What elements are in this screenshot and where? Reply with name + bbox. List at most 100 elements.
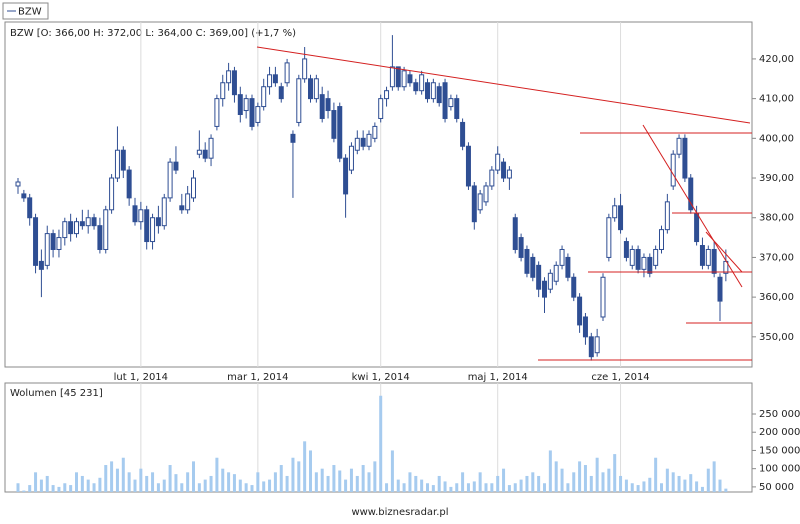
candle-body <box>588 336 594 358</box>
volume-bar <box>57 486 61 492</box>
x-tick-label: cze 1, 2014 <box>591 372 649 383</box>
candle-body <box>389 66 395 88</box>
candle-body <box>296 78 302 123</box>
candle-body <box>114 149 120 179</box>
candle-body <box>676 137 682 155</box>
candle-body <box>132 205 138 223</box>
volume-bar <box>472 481 476 492</box>
candle-body <box>331 110 337 139</box>
volume-bar <box>642 481 646 492</box>
candle-body <box>495 153 501 171</box>
volume-bar <box>86 479 90 492</box>
volume-bar <box>583 465 587 492</box>
candle-body <box>85 217 91 227</box>
volume-bar <box>121 457 125 492</box>
volume-bar <box>490 483 494 492</box>
candle-body <box>237 94 243 116</box>
candle-body <box>682 137 688 179</box>
candle-body <box>144 209 150 243</box>
candle-body <box>185 193 191 211</box>
volume-bar <box>355 475 359 492</box>
candle-body <box>553 264 559 282</box>
volume-bar <box>507 485 511 492</box>
volume-bar <box>279 465 283 492</box>
candle-body <box>325 98 331 112</box>
x-tick-label: kwi 1, 2014 <box>352 372 410 383</box>
candle-body <box>319 94 325 119</box>
candle-body <box>208 137 214 159</box>
y-tick-label: 350,00 <box>759 332 794 343</box>
candle-body <box>126 169 132 199</box>
volume-bar <box>349 468 353 492</box>
candle-body <box>308 78 313 100</box>
volume-bar <box>466 483 470 492</box>
volume-bar <box>320 468 324 492</box>
volume-bar <box>367 472 371 492</box>
volume-bar <box>677 475 681 492</box>
volume-bar <box>221 468 225 492</box>
volume-bar <box>665 468 669 492</box>
trend-line <box>705 231 743 273</box>
volume-bar <box>496 475 500 492</box>
volume-bar <box>426 483 429 492</box>
volume-bar <box>420 479 424 492</box>
candle-body <box>407 74 413 84</box>
volume-bar <box>408 472 412 492</box>
candle-body <box>559 248 565 266</box>
x-tick-label: maj 1, 2014 <box>468 372 528 383</box>
candle-body <box>594 336 600 354</box>
volume-bar <box>560 468 564 492</box>
candle-body <box>284 62 290 84</box>
volume-bar <box>402 483 406 492</box>
candle-body <box>62 221 68 239</box>
volume-bar <box>455 483 459 492</box>
candle-body <box>91 217 97 227</box>
y-tick-label: 100 000 <box>759 464 800 475</box>
candle-body <box>664 201 670 231</box>
y-tick-label: 200 000 <box>759 427 800 438</box>
candle-body <box>705 248 711 266</box>
volume-bar <box>613 454 617 492</box>
candle-body <box>243 98 249 112</box>
price-panel <box>4 21 753 368</box>
candle-body <box>231 70 237 96</box>
candle-body <box>647 256 653 274</box>
volume-bar <box>139 468 143 492</box>
volume-bar <box>227 472 231 492</box>
candle-body <box>33 217 39 266</box>
volume-bar <box>39 479 43 492</box>
volume-bar <box>513 483 517 492</box>
volume-bar <box>22 490 26 492</box>
volume-bar <box>636 485 640 492</box>
y-tick-label: 50 000 <box>759 482 794 493</box>
volume-bar <box>671 472 675 492</box>
candle-body <box>454 98 460 119</box>
volume-bar <box>162 479 166 492</box>
candle-body <box>670 153 676 187</box>
candle-body <box>506 169 512 179</box>
candle-body <box>302 58 308 80</box>
candle-body <box>150 217 156 243</box>
candle-body <box>465 145 471 187</box>
candle-body <box>214 98 220 127</box>
volume-bar <box>34 472 38 492</box>
candle-body <box>97 225 103 250</box>
volume-bar <box>51 485 55 492</box>
candle-body <box>179 205 185 211</box>
volume-bar <box>689 474 693 492</box>
y-tick-label: 380,00 <box>759 213 794 224</box>
marks: 350,00 360,00 370,00 380,00 390,00 400,00 410,… <box>15 35 800 493</box>
candle-body <box>50 233 56 250</box>
volume-bar <box>326 475 330 492</box>
candle-body <box>109 177 115 211</box>
volume-bar <box>484 483 488 492</box>
trend-line <box>256 46 751 124</box>
volume-bar <box>525 475 529 492</box>
candle-body <box>155 217 161 227</box>
volume-bar <box>16 483 20 492</box>
volume-bar <box>232 474 236 492</box>
trend-line <box>642 124 743 288</box>
volume-bar <box>589 475 593 492</box>
volume-bar <box>104 465 108 492</box>
candle-body <box>542 280 547 298</box>
